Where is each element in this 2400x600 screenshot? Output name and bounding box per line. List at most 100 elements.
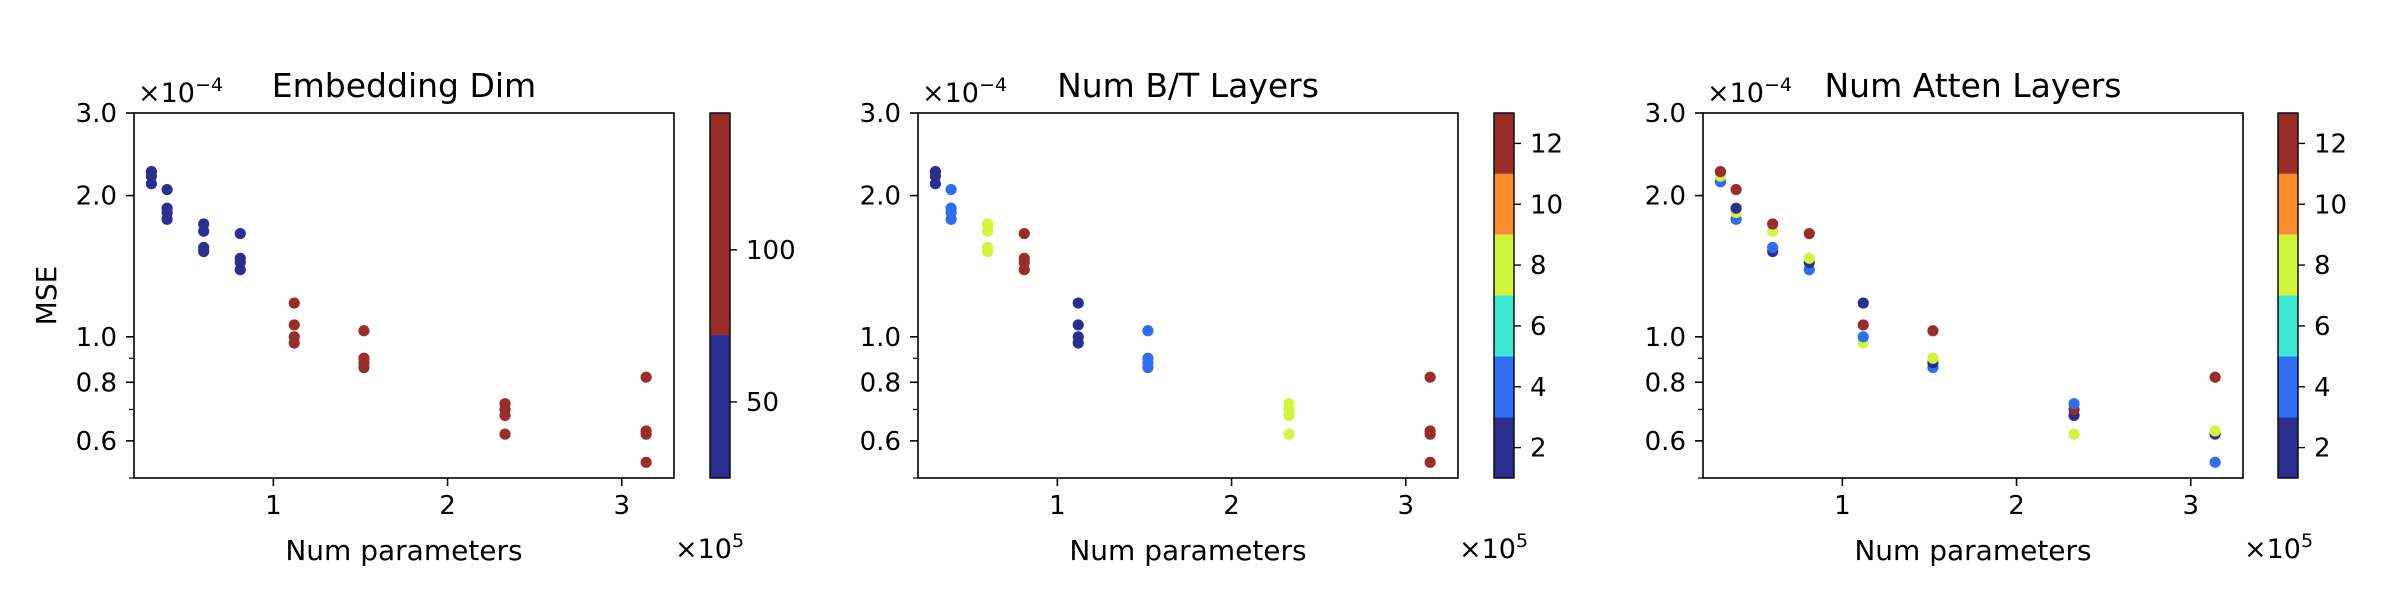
data-point — [1730, 202, 1742, 214]
colorbar-tick-label: 2 — [2314, 434, 2331, 464]
colorbar-segment — [1494, 417, 1514, 478]
x-multiplier: ×105 — [2244, 530, 2313, 565]
colorbar-tick-label: 10 — [2314, 190, 2347, 220]
colorbar-segment — [2278, 113, 2298, 174]
y-multiplier-exp: −4 — [1764, 74, 1792, 96]
data-point — [640, 456, 652, 468]
x-tick-label: 2 — [439, 491, 456, 521]
subplot-3: Num Atten Layers×10−41 2 30.60.81.02.03.0N… — [1645, 66, 2347, 567]
data-point — [288, 319, 300, 331]
data-point — [1424, 371, 1436, 383]
x-tick-label: 3 — [2182, 491, 2199, 521]
data-point — [1072, 319, 1084, 331]
data-point — [1927, 325, 1939, 337]
subplot-2: Num B/T Layers×10−41 2 30.60.81.02.03.0Num… — [860, 66, 1563, 567]
data-point — [929, 178, 942, 190]
y-tick-label: 1.0 — [76, 323, 117, 353]
colorbar-segment — [710, 335, 730, 478]
data-point — [1714, 166, 1727, 178]
colorbar-tick-label: 6 — [1530, 312, 1547, 342]
colorbar-tick-label: 8 — [2314, 251, 2331, 281]
chart-title: Num B/T Layers — [1057, 66, 1319, 105]
colorbar-tick-label: 10 — [1530, 190, 1563, 220]
colorbar-segment — [2278, 295, 2298, 357]
x-tick-label: 2 — [2008, 491, 2025, 521]
x-axis-label: Num parameters — [1854, 534, 2091, 567]
y-multiplier-base: ×10 — [138, 78, 195, 109]
colorbar-segment — [2278, 417, 2298, 478]
data-point — [145, 178, 158, 190]
x-multiplier: ×105 — [1459, 530, 1528, 565]
data-point — [982, 245, 994, 258]
chart-title: Num Atten Layers — [1824, 66, 2121, 105]
y-multiplier-exp: −4 — [979, 74, 1007, 96]
x-tick-label: 3 — [1397, 491, 1414, 521]
data-point — [1142, 361, 1154, 374]
plot-frame — [917, 112, 1459, 479]
x-multiplier-exp: 5 — [2301, 530, 2313, 552]
x-axis-label: Num parameters — [1069, 534, 1306, 567]
colorbar-tick-label: 4 — [1530, 373, 1547, 403]
chart-title: Embedding Dim — [272, 66, 536, 105]
y-tick-label: 0.8 — [860, 368, 901, 398]
colorbar-frame — [709, 112, 731, 479]
data-point — [1730, 183, 1742, 196]
data-point — [161, 183, 173, 196]
data-point — [2209, 425, 2221, 437]
data-point — [288, 337, 300, 349]
x-multiplier-exp: 5 — [732, 530, 744, 552]
data-point — [499, 428, 511, 440]
colorbar-segment — [1494, 234, 1514, 296]
colorbar-tick-label: 8 — [1530, 251, 1547, 281]
y-tick-label: 0.8 — [1645, 368, 1686, 398]
data-point — [1857, 319, 1869, 331]
colorbar-frame — [1493, 112, 1515, 479]
colorbar-segment — [2278, 234, 2298, 296]
colorbar-frame — [2277, 112, 2299, 479]
data-point — [1424, 456, 1436, 468]
data-point — [1283, 409, 1295, 421]
data-point — [1767, 241, 1779, 254]
data-point — [358, 361, 370, 374]
x-tick-label: 1 — [1049, 491, 1066, 521]
data-point — [1803, 252, 1815, 264]
data-point — [1142, 325, 1154, 337]
colorbar-tick-label: 4 — [2314, 373, 2331, 403]
x-tick-label: 3 — [613, 491, 630, 521]
y-tick-label: 3.0 — [860, 99, 901, 129]
data-point — [945, 213, 957, 225]
x-axis-label: Num parameters — [285, 534, 522, 567]
data-point — [1927, 352, 1939, 364]
plot-frame — [133, 112, 675, 479]
data-point — [640, 428, 652, 440]
colorbar-tick-label: 12 — [1530, 129, 1563, 159]
data-point — [1283, 428, 1295, 440]
colorbar-segment — [1494, 295, 1514, 357]
data-point — [1424, 428, 1436, 440]
data-point — [2209, 371, 2221, 383]
y-multiplier: ×10−4 — [138, 74, 223, 109]
data-point — [1857, 297, 1869, 309]
x-multiplier-base: ×10 — [1459, 534, 1516, 565]
data-point — [1018, 227, 1030, 240]
data-point — [1018, 264, 1030, 276]
colorbar-segment — [1494, 113, 1514, 174]
colorbar-segment — [710, 113, 730, 336]
data-point — [1857, 331, 1869, 343]
y-axis-label: MSE — [30, 266, 63, 326]
data-point — [198, 225, 210, 237]
x-multiplier-base: ×10 — [675, 534, 732, 565]
y-tick-label: 2.0 — [860, 182, 901, 212]
colorbar-segment — [1494, 356, 1514, 418]
y-tick-label: 2.0 — [76, 182, 117, 212]
data-point — [288, 297, 300, 309]
x-tick-label: 2 — [1223, 491, 1240, 521]
colorbar-segment — [1494, 173, 1514, 235]
plot-frame — [1702, 112, 2244, 479]
y-tick-label: 1.0 — [860, 323, 901, 353]
x-multiplier-base: ×10 — [2244, 534, 2301, 565]
data-point — [2068, 428, 2080, 440]
data-point — [640, 371, 652, 383]
colorbar-tick-label: 2 — [1530, 434, 1547, 464]
y-tick-label: 0.6 — [76, 427, 117, 457]
